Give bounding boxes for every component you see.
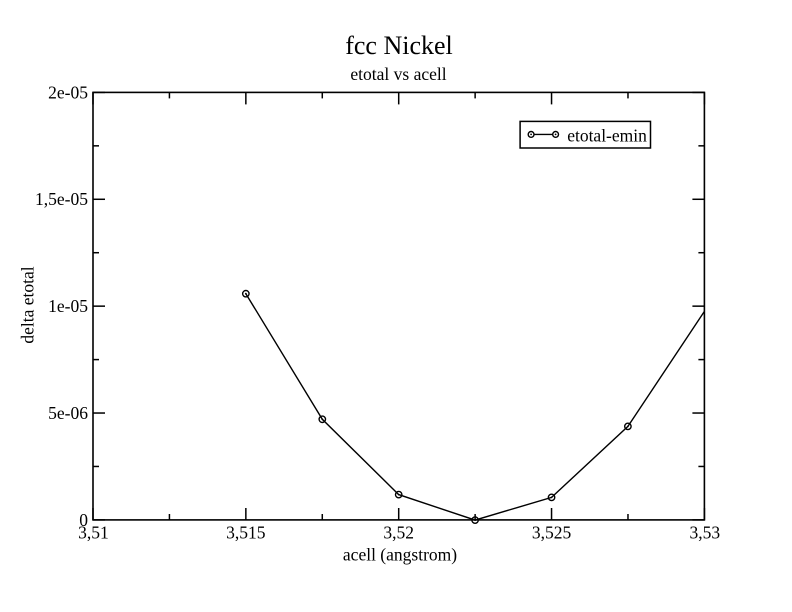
svg-text:etotal vs acell: etotal vs acell [350, 64, 446, 84]
svg-text:5e-06: 5e-06 [48, 403, 88, 423]
svg-text:fcc Nickel: fcc Nickel [345, 31, 453, 60]
svg-text:3,53: 3,53 [689, 523, 720, 543]
svg-text:3,515: 3,515 [226, 523, 266, 543]
svg-text:1e-05: 1e-05 [48, 296, 88, 316]
svg-text:2e-05: 2e-05 [48, 82, 88, 102]
svg-text:1,5e-05: 1,5e-05 [35, 189, 88, 209]
svg-text:delta etotal: delta etotal [18, 266, 38, 343]
svg-text:etotal-emin: etotal-emin [567, 126, 647, 146]
svg-text:3,52: 3,52 [383, 523, 414, 543]
svg-text:acell (angstrom): acell (angstrom) [343, 544, 457, 564]
svg-text:0: 0 [79, 510, 88, 530]
svg-text:3,525: 3,525 [532, 523, 572, 543]
svg-text:3,51: 3,51 [78, 523, 109, 543]
